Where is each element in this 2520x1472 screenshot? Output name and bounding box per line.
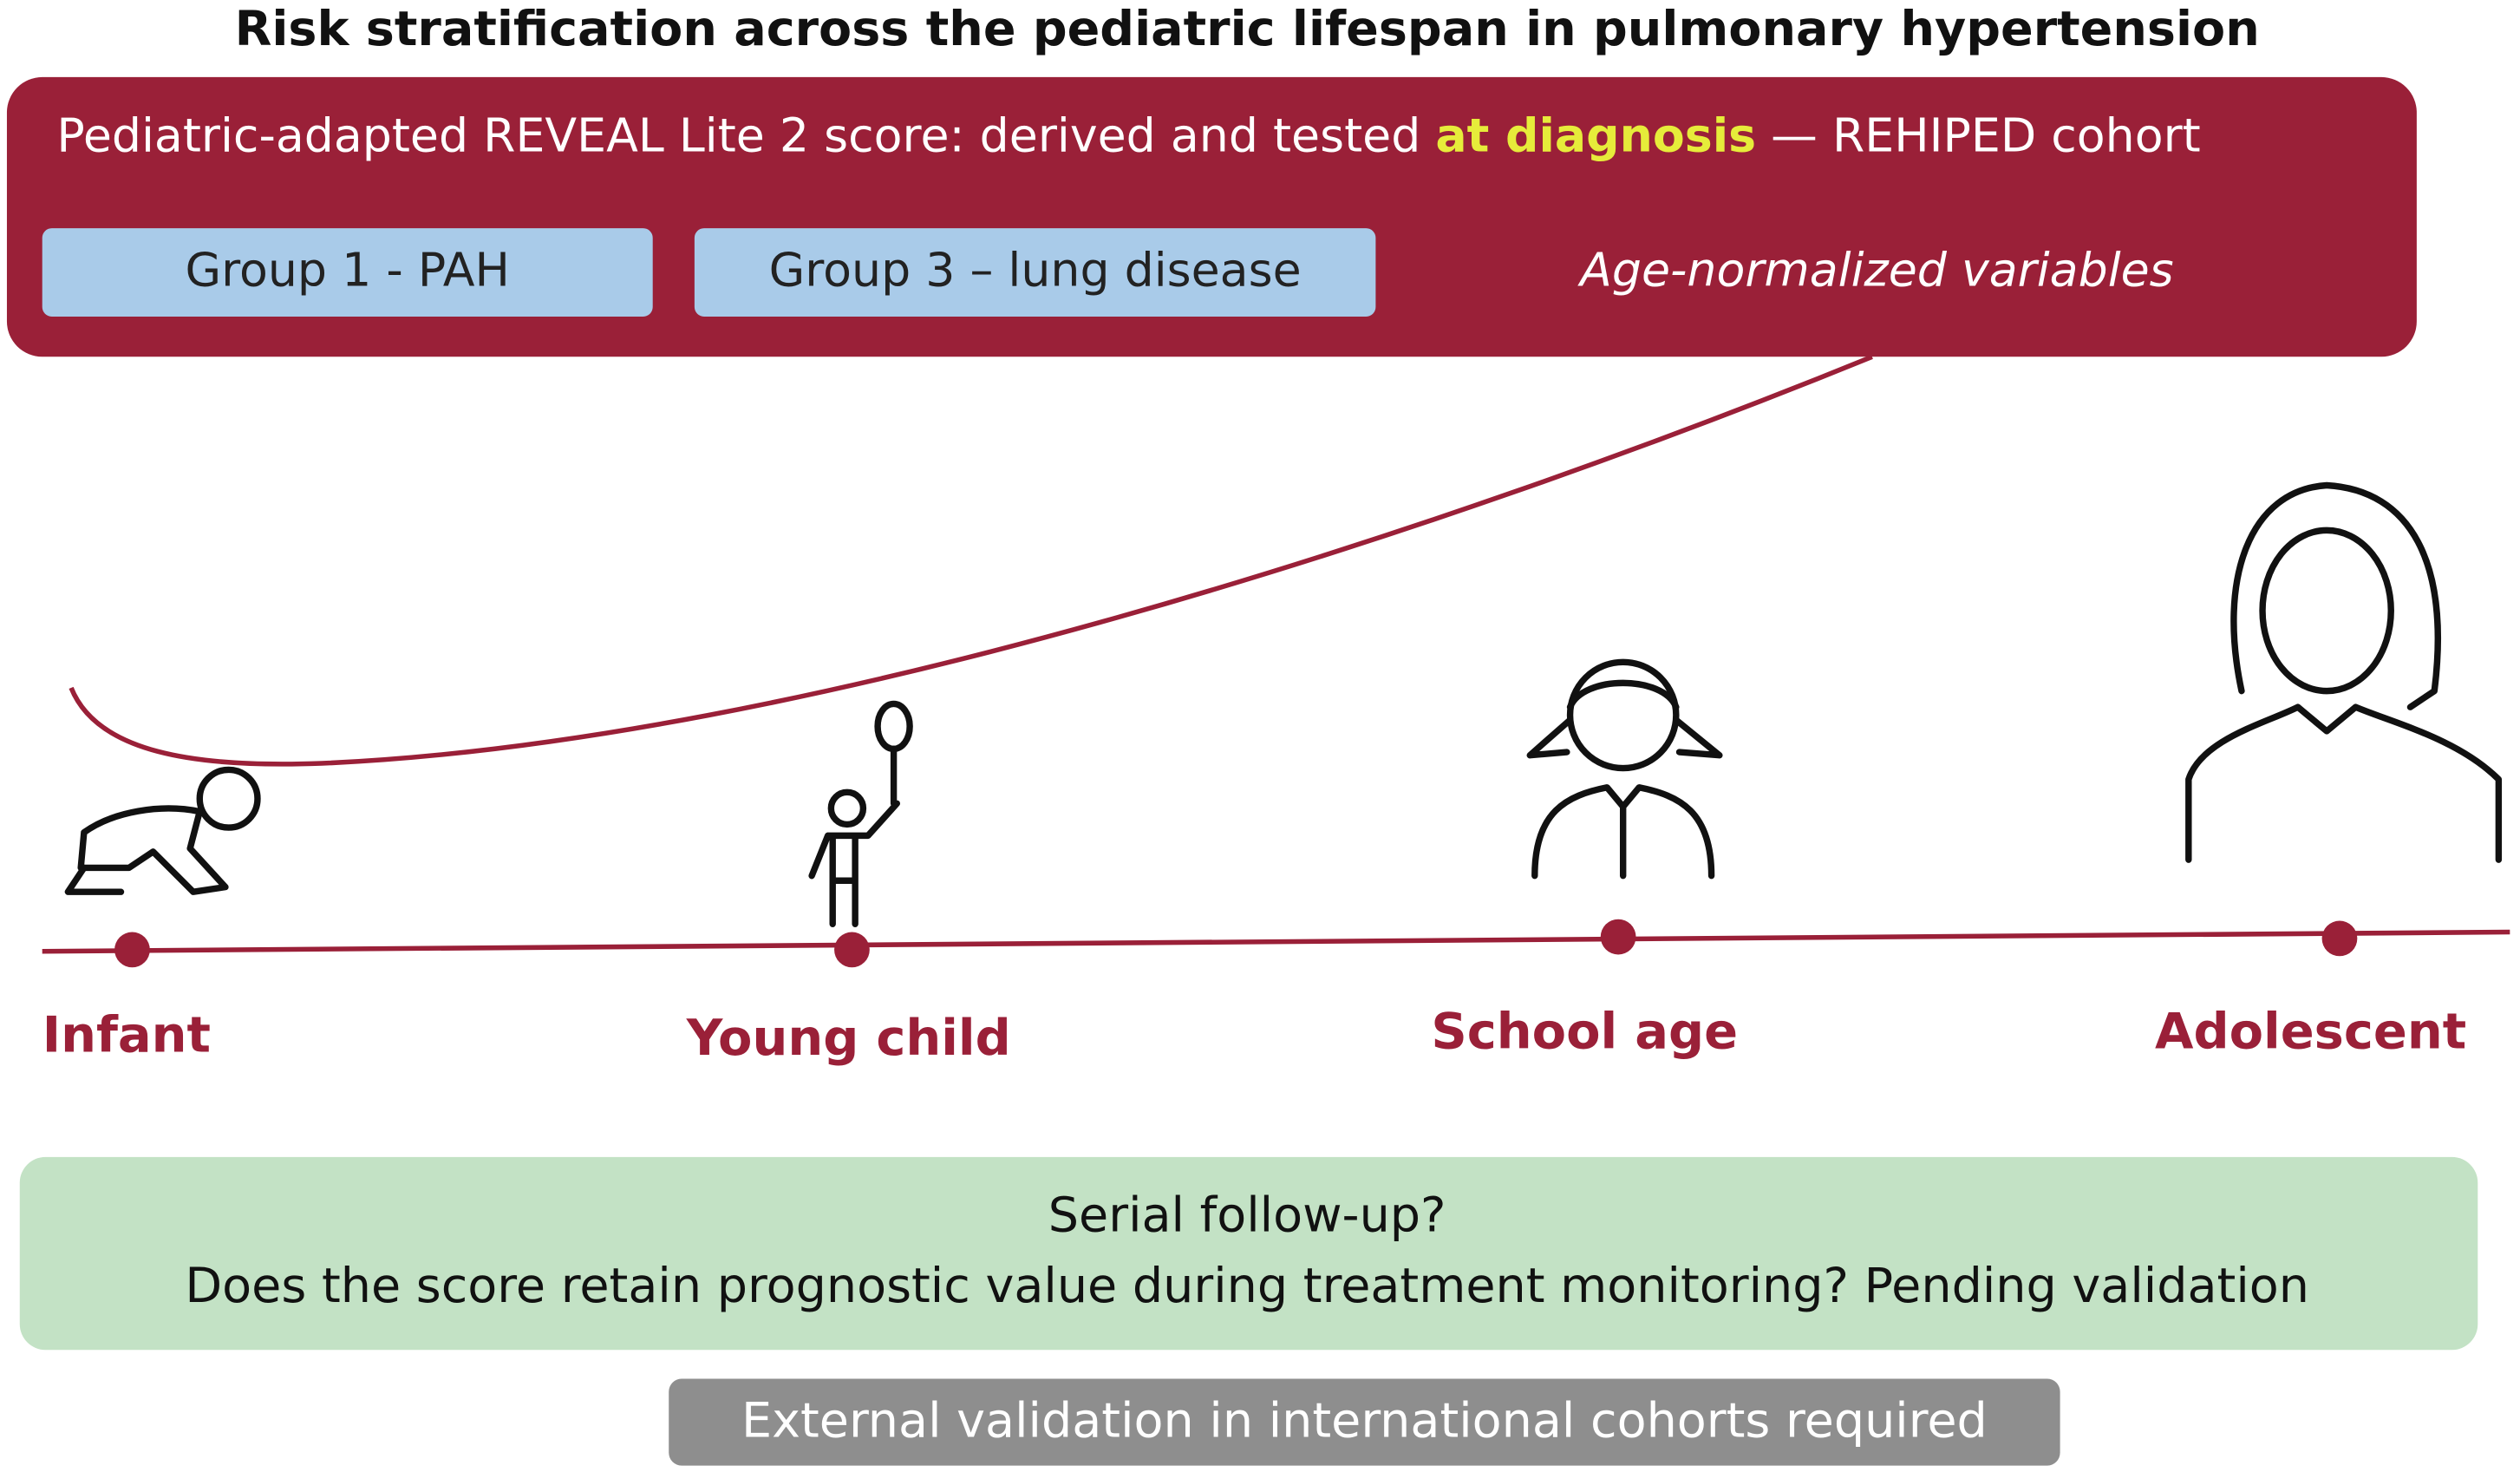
header-text-before: Pediatric-adapted REVEAL Lite 2 score: d… <box>56 108 1435 162</box>
followup-text: Does the score retain prognostic value d… <box>185 1258 2309 1314</box>
adolescent-icon <box>2185 481 2503 863</box>
timeline <box>42 929 2510 954</box>
header-text: Pediatric-adapted REVEAL Lite 2 score: d… <box>56 108 2200 162</box>
stage-label: Adolescent <box>2155 1003 2466 1061</box>
header-text-after: — REHIPED cohort <box>1756 108 2201 162</box>
stage-dot <box>114 932 150 968</box>
tag-box <box>42 228 653 317</box>
tag-box <box>694 228 1376 317</box>
stage-label: School age <box>1431 1003 1738 1061</box>
school-age-icon <box>1526 658 1723 880</box>
followup-question: Serial follow-up? <box>1048 1187 1446 1243</box>
title: Risk stratification across the pediatric… <box>235 1 2260 57</box>
followup-box <box>19 1156 2478 1351</box>
stage-dot <box>1600 919 1636 955</box>
infant-icon <box>64 766 261 895</box>
header-highlight: at diagnosis <box>1435 108 1756 162</box>
footer-text: External validation in international coh… <box>741 1393 1988 1449</box>
header-note: Age-normalized variables <box>1577 243 2174 298</box>
curve <box>69 354 1873 767</box>
tag: Group 3 – lung disease <box>769 243 1302 298</box>
stage-dot <box>2321 920 2358 957</box>
stage-dot <box>834 932 870 968</box>
tag: Group 1 - PAH <box>185 243 509 298</box>
young-child-icon <box>808 700 913 927</box>
stage-label: Infant <box>42 1005 211 1063</box>
stage-label: Young child <box>686 1009 1011 1067</box>
footer-box <box>669 1378 2060 1466</box>
